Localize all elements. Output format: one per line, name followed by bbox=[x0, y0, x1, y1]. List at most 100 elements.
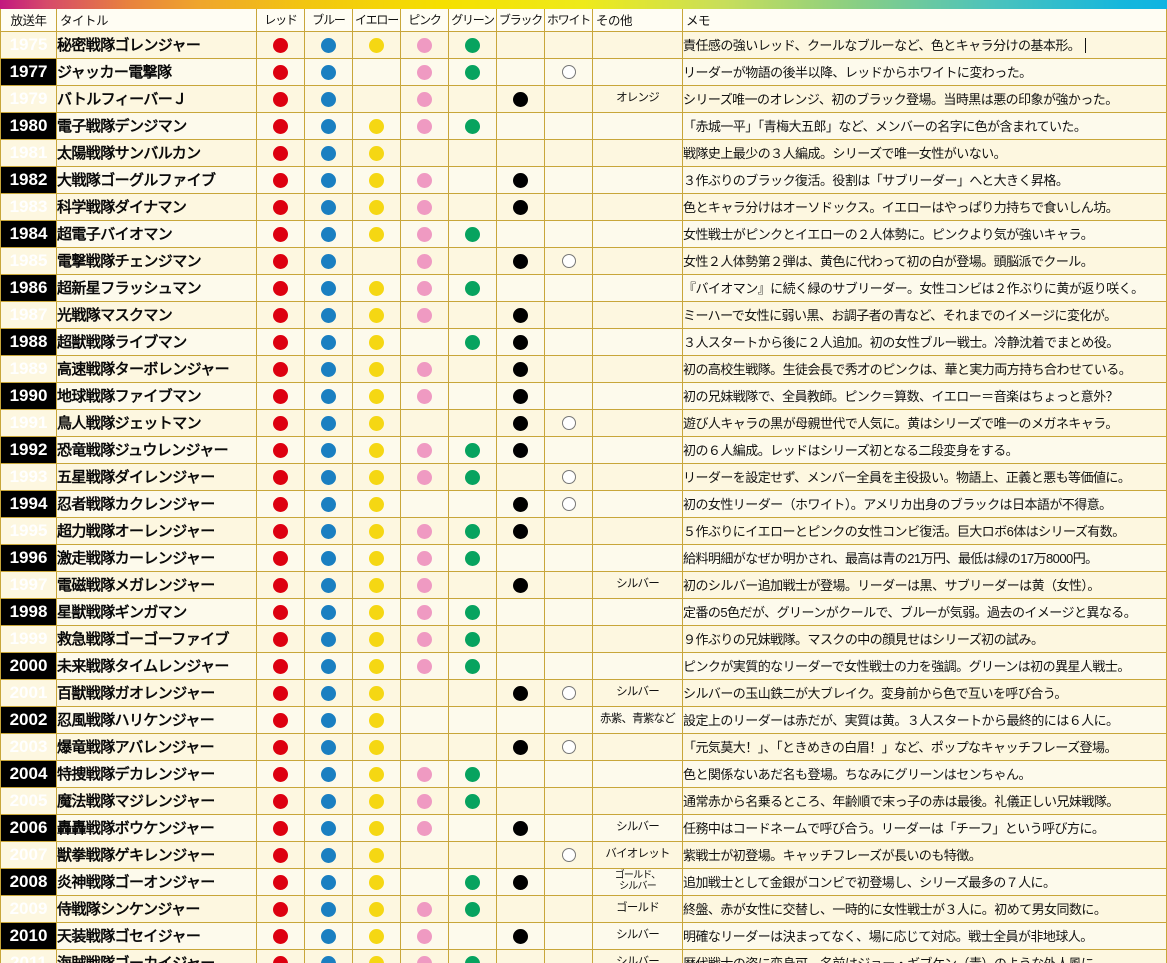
cell-memo: 色と関係ないあだ名も登場。ちなみにグリーンはセンちゃん。 bbox=[682, 759, 1167, 788]
cell-color-white bbox=[544, 435, 593, 464]
cell-memo: 通常赤から名乗るところ、年齢順で末っ子の赤は最後。礼儀正しい兄妹戦隊。 bbox=[682, 786, 1167, 815]
cell-color-yellow bbox=[352, 813, 401, 842]
cell-memo: 紫戦士が初登場。キャッチフレーズが長いのも特徴。 bbox=[682, 840, 1167, 869]
cell-color-white bbox=[544, 84, 593, 113]
cell-color-black bbox=[496, 867, 545, 896]
cell-color-black bbox=[496, 759, 545, 788]
yellow-dot-icon bbox=[369, 307, 384, 323]
cell-color-red bbox=[256, 381, 305, 410]
yellow-dot-icon bbox=[369, 928, 384, 944]
cell-color-black bbox=[496, 543, 545, 572]
table-row: 1981 太陽戦隊サンバルカン 戦隊史上最少の３人編成。シリーズで唯一女性がいない。 bbox=[0, 138, 1167, 167]
cell-color-red bbox=[256, 219, 305, 248]
cell-color-black bbox=[496, 948, 545, 963]
cell-year: 1992 bbox=[0, 435, 57, 464]
blue-dot-icon bbox=[321, 442, 336, 458]
yellow-dot-icon bbox=[369, 415, 384, 431]
cell-color-yellow bbox=[352, 435, 401, 464]
cell-title: 光戦隊マスクマン bbox=[56, 300, 257, 329]
cell-year: 2006 bbox=[0, 813, 57, 842]
blue-dot-icon bbox=[321, 226, 336, 242]
cell-color-pink bbox=[400, 354, 449, 383]
yellow-dot-icon bbox=[369, 820, 384, 836]
cell-memo: 歴代戦士の姿に変身可。名前はジョー・ギブケン（青）のような外人風に。 bbox=[682, 948, 1167, 963]
cell-color-black bbox=[496, 327, 545, 356]
cell-color-blue bbox=[304, 192, 353, 221]
cell-memo: 初のシルバー追加戦士が登場。リーダーは黒、サブリーダーは黄（女性）。 bbox=[682, 570, 1167, 599]
cell-year: 1980 bbox=[0, 111, 57, 140]
table-row: 1992 恐竜戦隊ジュウレンジャー 初の６人編成。レッドはシリーズ初となる二段変身を… bbox=[0, 435, 1167, 464]
red-dot-icon bbox=[273, 334, 288, 350]
yellow-dot-icon bbox=[369, 523, 384, 539]
table-row: 1989 高速戦隊ターボレンジャー 初の高校生戦隊。生徒会長で秀才のピンクは、華と実… bbox=[0, 354, 1167, 383]
cell-title: 獣拳戦隊ゲキレンジャー bbox=[56, 840, 257, 869]
cell-color-black bbox=[496, 786, 545, 815]
cell-color-black bbox=[496, 570, 545, 599]
pink-dot-icon bbox=[417, 253, 432, 269]
cell-year: 1996 bbox=[0, 543, 57, 572]
cell-other-colors bbox=[592, 543, 683, 572]
cell-title: ジャッカー電撃隊 bbox=[56, 57, 257, 86]
cell-other-colors bbox=[592, 408, 683, 437]
cell-color-white bbox=[544, 732, 593, 761]
cell-color-black bbox=[496, 597, 545, 626]
cell-year: 2011 bbox=[0, 948, 57, 963]
red-dot-icon bbox=[273, 172, 288, 188]
cell-memo: ピンクが実質的なリーダーで女性戦士の力を強調。グリーンは初の異星人戦士。 bbox=[682, 651, 1167, 680]
red-dot-icon bbox=[273, 631, 288, 647]
yellow-dot-icon bbox=[369, 658, 384, 674]
cell-color-yellow bbox=[352, 300, 401, 329]
cell-color-green bbox=[448, 57, 497, 86]
cell-other-colors bbox=[592, 597, 683, 626]
cell-color-white bbox=[544, 30, 593, 59]
cell-color-green bbox=[448, 381, 497, 410]
cell-color-red bbox=[256, 516, 305, 545]
column-header-black: ブラック bbox=[496, 9, 545, 32]
cell-color-yellow bbox=[352, 489, 401, 518]
green-dot-icon bbox=[465, 523, 480, 539]
pink-dot-icon bbox=[417, 172, 432, 188]
blue-dot-icon bbox=[321, 172, 336, 188]
white-dot-icon bbox=[561, 254, 576, 269]
pink-dot-icon bbox=[417, 604, 432, 620]
white-dot-icon bbox=[561, 65, 576, 80]
blue-dot-icon bbox=[321, 469, 336, 485]
table-body: 1975 秘密戦隊ゴレンジャー 責任感の強いレッド、クールなブルーなど、色とキャラ分… bbox=[0, 30, 1167, 963]
cell-color-yellow bbox=[352, 273, 401, 302]
yellow-dot-icon bbox=[369, 388, 384, 404]
cell-memo: 明確なリーダーは決まってなく、場に応じて対応。戦士全員が非地球人。 bbox=[682, 921, 1167, 950]
pink-dot-icon bbox=[417, 388, 432, 404]
table-row: 1979 バトルフィーバーＪ オレンジ シリーズ唯一のオレンジ、初のブラック登場。当時… bbox=[0, 84, 1167, 113]
white-dot-icon bbox=[561, 686, 576, 701]
cell-color-red bbox=[256, 894, 305, 923]
cell-year: 1993 bbox=[0, 462, 57, 491]
table-row: 1984 超電子バイオマン 女性戦士がピンクとイエローの２人体勢に。ピンクより気が強… bbox=[0, 219, 1167, 248]
blue-dot-icon bbox=[321, 145, 336, 161]
blue-dot-icon bbox=[321, 685, 336, 701]
cell-color-black bbox=[496, 651, 545, 680]
blue-dot-icon bbox=[321, 37, 336, 53]
cell-color-red bbox=[256, 273, 305, 302]
red-dot-icon bbox=[273, 226, 288, 242]
black-dot-icon bbox=[513, 253, 528, 269]
cell-title: 超力戦隊オーレンジャー bbox=[56, 516, 257, 545]
cell-color-white bbox=[544, 246, 593, 275]
cell-color-black bbox=[496, 381, 545, 410]
white-dot-icon bbox=[561, 497, 576, 512]
cell-color-red bbox=[256, 300, 305, 329]
pink-dot-icon bbox=[417, 226, 432, 242]
cell-year: 1982 bbox=[0, 165, 57, 194]
cell-color-white bbox=[544, 813, 593, 842]
red-dot-icon bbox=[273, 685, 288, 701]
yellow-dot-icon bbox=[369, 577, 384, 593]
cell-color-yellow bbox=[352, 948, 401, 963]
black-dot-icon bbox=[513, 577, 528, 593]
cell-color-yellow bbox=[352, 219, 401, 248]
cell-year: 1983 bbox=[0, 192, 57, 221]
cell-title: 忍者戦隊カクレンジャー bbox=[56, 489, 257, 518]
cell-year: 2003 bbox=[0, 732, 57, 761]
cell-color-yellow bbox=[352, 624, 401, 653]
cell-other-colors bbox=[592, 354, 683, 383]
cell-color-black bbox=[496, 462, 545, 491]
cell-year: 1984 bbox=[0, 219, 57, 248]
